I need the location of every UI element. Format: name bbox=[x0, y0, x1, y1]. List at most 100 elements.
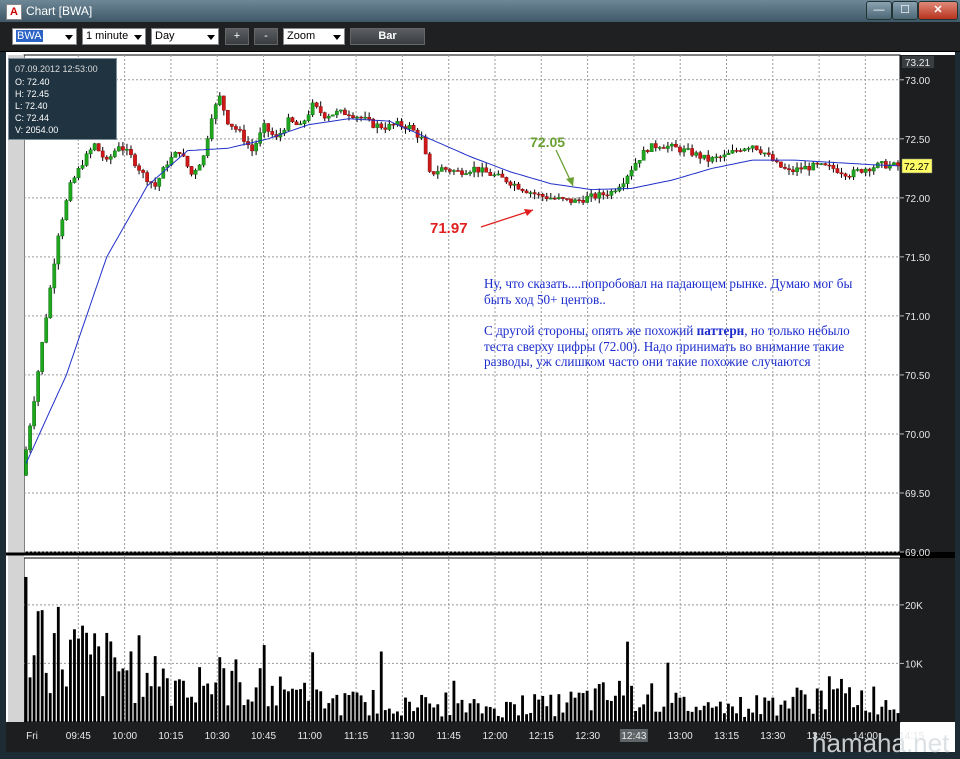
candle-body bbox=[799, 167, 803, 170]
volume-bars bbox=[24, 576, 900, 722]
candle-body bbox=[807, 166, 812, 171]
volume-bar bbox=[391, 713, 395, 722]
time-tick-label: 11:30 bbox=[390, 731, 415, 742]
volume-bar bbox=[145, 672, 149, 722]
volume-bar bbox=[89, 654, 93, 722]
volume-bar bbox=[504, 701, 508, 722]
volume-bar bbox=[775, 715, 779, 722]
candle-body bbox=[254, 143, 258, 152]
candle-body bbox=[125, 149, 129, 151]
price-tick-label: 71.00 bbox=[905, 312, 930, 323]
candle-body bbox=[722, 154, 727, 158]
volume-bar bbox=[892, 709, 896, 722]
candle-body bbox=[92, 143, 97, 151]
range-value: Day bbox=[155, 30, 175, 42]
volume-bar bbox=[287, 691, 290, 722]
candle-body bbox=[205, 138, 210, 156]
candle-body bbox=[104, 156, 109, 160]
price-tick-label: 72.50 bbox=[905, 135, 930, 146]
time-tick-label: 11:00 bbox=[298, 731, 323, 742]
volume-bar bbox=[351, 691, 355, 722]
candle-body bbox=[80, 165, 85, 169]
candle-body bbox=[185, 155, 190, 167]
candle-body bbox=[427, 153, 432, 172]
volume-bar bbox=[476, 703, 480, 722]
volume-bar bbox=[509, 702, 512, 722]
time-tick-label: 11:15 bbox=[344, 731, 369, 742]
zoom-in-button[interactable]: + bbox=[225, 28, 249, 45]
volume-bar bbox=[105, 632, 109, 722]
volume-bar bbox=[226, 705, 230, 722]
volume-bar bbox=[169, 705, 173, 722]
candle-body bbox=[322, 112, 327, 119]
volume-bar bbox=[218, 657, 222, 722]
candle-body bbox=[330, 114, 335, 117]
candle-body bbox=[302, 120, 307, 125]
volume-bar bbox=[827, 676, 831, 722]
volume-bar bbox=[339, 715, 343, 722]
candle-body bbox=[347, 114, 351, 117]
candle-body bbox=[520, 188, 525, 192]
range-select[interactable]: Day bbox=[151, 28, 219, 45]
volume-bar bbox=[823, 709, 827, 722]
volume-bar bbox=[848, 687, 851, 722]
volume-bar bbox=[331, 698, 335, 722]
candle-body bbox=[532, 192, 537, 195]
volume-bar bbox=[626, 641, 629, 722]
volume-bar bbox=[48, 693, 52, 722]
candle-body bbox=[581, 199, 585, 203]
candle-body bbox=[435, 171, 440, 175]
volume-bar bbox=[674, 692, 678, 722]
note-paragraph-1: Ну, что сказать....попробовал на падающе… bbox=[484, 276, 853, 307]
minimize-button[interactable]: — bbox=[866, 1, 892, 20]
volume-bar bbox=[456, 703, 460, 722]
candle-body bbox=[355, 116, 359, 119]
candle-body bbox=[698, 152, 703, 159]
candle-body bbox=[625, 175, 630, 184]
volume-bar bbox=[311, 652, 315, 722]
price-axis: 73.00 72.50 72.00 71.50 71.00 70.50 70.00 69.50… bbox=[900, 55, 955, 722]
volume-bar bbox=[133, 702, 137, 722]
time-tick-label: 11:45 bbox=[437, 731, 462, 742]
candle-body bbox=[783, 167, 787, 169]
volume-bar bbox=[702, 705, 706, 722]
symbol-select[interactable]: BWA bbox=[12, 28, 77, 45]
candle-body bbox=[318, 106, 323, 113]
time-tick-label: 10:15 bbox=[158, 731, 183, 742]
interval-select[interactable]: 1 minute bbox=[82, 28, 146, 45]
volume-bar bbox=[246, 699, 250, 722]
moving-average-line bbox=[25, 118, 899, 464]
zoom-select[interactable]: Zoom bbox=[283, 28, 345, 45]
volume-bar bbox=[791, 696, 795, 722]
candle-body bbox=[762, 152, 767, 155]
zoom-out-button[interactable]: - bbox=[254, 28, 278, 45]
candle-body bbox=[540, 194, 545, 197]
volume-bar bbox=[714, 706, 718, 722]
maximize-button[interactable]: ☐ bbox=[892, 1, 918, 20]
candle-body bbox=[839, 172, 844, 175]
volume-bar bbox=[186, 697, 189, 722]
candle-body bbox=[561, 197, 565, 199]
volume-bar bbox=[896, 713, 900, 722]
volume-bar bbox=[121, 668, 125, 722]
low-price-label: 71.97 bbox=[430, 220, 468, 237]
volume-bar bbox=[250, 701, 254, 722]
volume-bar bbox=[852, 707, 855, 722]
low-arrow-head bbox=[524, 209, 533, 216]
volume-bar bbox=[642, 704, 646, 722]
volume-bar bbox=[779, 704, 783, 722]
volume-bar bbox=[129, 651, 133, 722]
axis-separator bbox=[900, 552, 955, 558]
bar-type-button[interactable]: Bar bbox=[350, 28, 425, 45]
volume-bar bbox=[69, 639, 72, 722]
volume-bar bbox=[605, 700, 609, 722]
candle-body bbox=[754, 145, 759, 151]
candle-body bbox=[815, 162, 820, 165]
close-button[interactable]: ✕ bbox=[918, 1, 958, 20]
candle-body bbox=[548, 197, 553, 200]
volume-bar bbox=[52, 633, 56, 722]
volume-bar bbox=[436, 704, 440, 722]
volume-bar bbox=[609, 700, 613, 722]
candle-body bbox=[145, 172, 149, 182]
last-price-label: 72.27 bbox=[904, 162, 929, 173]
